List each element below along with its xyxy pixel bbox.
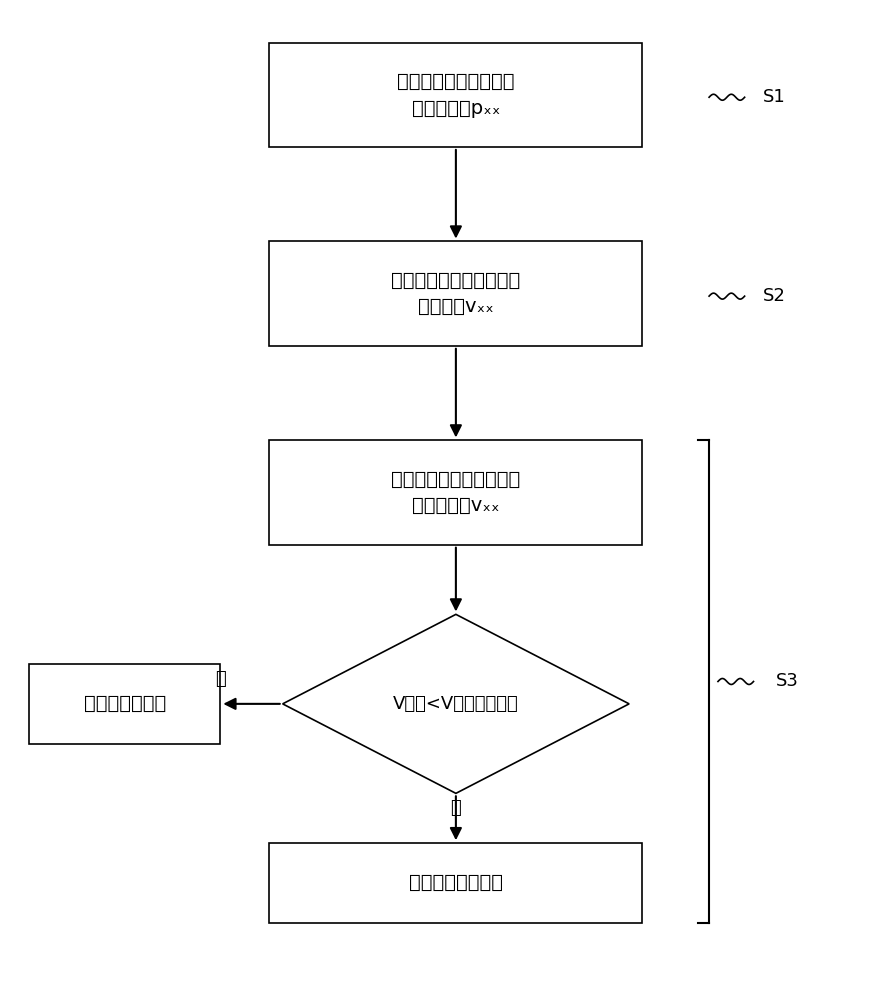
FancyBboxPatch shape — [269, 843, 643, 923]
Text: 否: 否 — [215, 670, 226, 688]
Text: 采集燃气热水器进水口
的进水水压pₓₓ: 采集燃气热水器进水口 的进水水压pₓₓ — [397, 72, 515, 118]
Text: 燃气热水器启动: 燃气热水器启动 — [84, 694, 166, 713]
Text: V热水<V开机是否成立: V热水<V开机是否成立 — [393, 695, 519, 713]
Polygon shape — [283, 614, 629, 793]
FancyBboxPatch shape — [269, 43, 643, 147]
Text: S2: S2 — [763, 287, 785, 305]
Text: 是: 是 — [451, 799, 461, 817]
FancyBboxPatch shape — [30, 664, 221, 744]
FancyBboxPatch shape — [269, 241, 643, 346]
Text: 燃气热水器不启动: 燃气热水器不启动 — [409, 873, 503, 892]
Text: S3: S3 — [776, 672, 798, 690]
Text: 计算出当前进水水压下的
开机流量vₓₓ: 计算出当前进水水压下的 开机流量vₓₓ — [392, 271, 520, 316]
Text: 采集燃气热水器主水管路
上的水流量vₓₓ: 采集燃气热水器主水管路 上的水流量vₓₓ — [392, 470, 520, 515]
FancyBboxPatch shape — [269, 440, 643, 545]
Text: S1: S1 — [763, 88, 785, 106]
